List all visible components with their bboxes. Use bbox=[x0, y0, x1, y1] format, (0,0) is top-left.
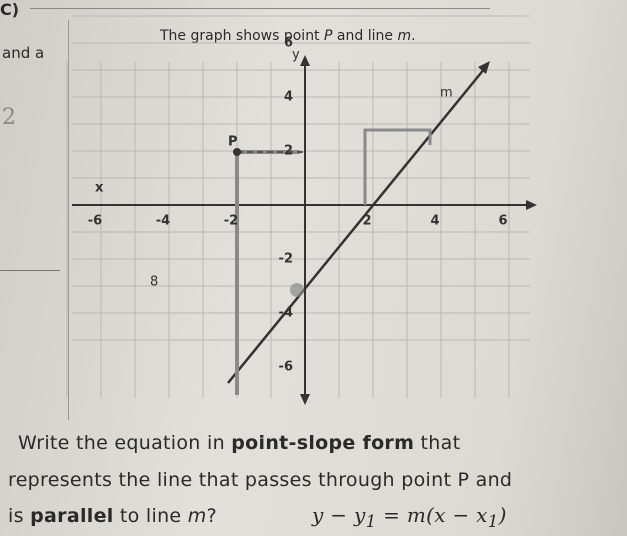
text: and line bbox=[332, 28, 398, 44]
rule bbox=[30, 8, 490, 9]
x-tick-label: 4 bbox=[430, 214, 439, 229]
text: ? bbox=[206, 505, 217, 527]
x-tick-label: 6 bbox=[498, 214, 507, 229]
line-label: m bbox=[440, 86, 453, 101]
text: point-slope form bbox=[231, 432, 415, 454]
text: The graph shows point bbox=[160, 28, 325, 44]
text: . bbox=[411, 28, 416, 44]
pencil-mark bbox=[363, 128, 432, 205]
y-tick-label: 4 bbox=[284, 90, 293, 105]
x-tick-label: -2 bbox=[224, 214, 238, 229]
y-tick-label: -2 bbox=[279, 252, 293, 267]
text: to line bbox=[113, 505, 188, 527]
question-line: represents the line that passes through … bbox=[8, 469, 513, 491]
pencil-mark bbox=[290, 283, 304, 297]
text: is bbox=[8, 505, 31, 527]
x-tick-label: 2 bbox=[362, 214, 371, 229]
handwriting: 8 bbox=[150, 275, 158, 290]
arrow bbox=[300, 394, 310, 405]
point-p bbox=[233, 148, 241, 156]
y-tick-label: 2 bbox=[284, 144, 293, 159]
axis-label: x bbox=[95, 181, 104, 196]
question-line: is parallel to line m? bbox=[8, 505, 217, 527]
rule bbox=[0, 270, 60, 271]
arrow bbox=[478, 61, 490, 74]
point-label: P bbox=[228, 135, 238, 150]
rule bbox=[68, 20, 69, 420]
line-m bbox=[227, 67, 486, 384]
x-tick-label: -4 bbox=[156, 214, 170, 229]
text: m bbox=[397, 28, 412, 44]
text: P bbox=[324, 28, 333, 44]
text: 1 bbox=[365, 512, 377, 531]
x-tick-label: -6 bbox=[88, 214, 102, 229]
handwriting: 2 bbox=[2, 105, 16, 130]
text: y − y bbox=[312, 503, 366, 527]
text: 1 bbox=[487, 512, 499, 531]
side-text: and a bbox=[2, 44, 45, 62]
y-tick-label: -6 bbox=[279, 360, 293, 375]
graph-title: The graph shows point P and line m. bbox=[160, 28, 416, 44]
arrow bbox=[300, 55, 310, 66]
text: ) bbox=[498, 503, 507, 527]
arrow bbox=[526, 200, 537, 210]
text: m bbox=[187, 505, 207, 527]
section-label: C) bbox=[0, 0, 20, 19]
text: = m(x − x bbox=[376, 503, 488, 527]
text: that bbox=[414, 432, 461, 454]
y-tick-label: -4 bbox=[279, 306, 293, 321]
formula: y − y1 = m(x − x1) bbox=[312, 503, 507, 531]
question-line: Write the equation in point-slope form t… bbox=[18, 432, 460, 454]
text: Write the equation in bbox=[18, 432, 232, 454]
text: parallel bbox=[30, 505, 114, 527]
graph: P m x y 8 -6 -4 -2 2 4 6 6 4 2 -2 -4 -6 bbox=[66, 15, 537, 405]
y-tick-label: 6 bbox=[284, 36, 293, 51]
axis-label: y bbox=[292, 48, 300, 63]
